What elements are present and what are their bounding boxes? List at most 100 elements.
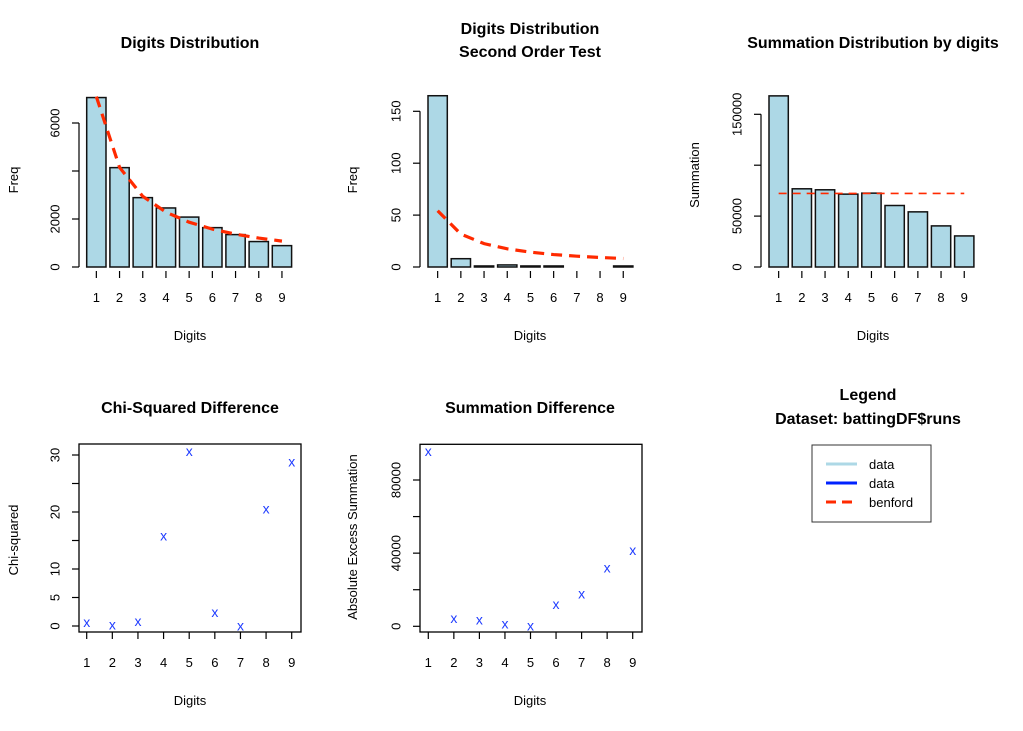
y-axis-label: Summation bbox=[687, 142, 702, 208]
data-point-digit-8: x bbox=[604, 559, 611, 575]
x-tick-label: 9 bbox=[278, 290, 285, 305]
data-point-digit-7: x bbox=[578, 585, 585, 601]
x-tick-label: 2 bbox=[798, 290, 805, 305]
data-point-digit-5: x bbox=[527, 617, 534, 633]
bar-digit-6 bbox=[201, 226, 223, 268]
x-tick-label: 6 bbox=[209, 290, 216, 305]
y-tick-label: 20 bbox=[48, 505, 63, 519]
bar-digit-1 bbox=[427, 94, 449, 268]
bar-digit-4 bbox=[496, 264, 518, 268]
x-tick-label: 8 bbox=[596, 290, 603, 305]
y-tick-label: 10 bbox=[48, 562, 63, 576]
panel-summation-difference: Summation Difference Digits Absolute Exc… bbox=[345, 400, 643, 708]
chart-title: Digits Distribution bbox=[121, 35, 260, 52]
x-tick-label: 7 bbox=[237, 655, 244, 670]
x-tick-label: 3 bbox=[821, 290, 828, 305]
x-tick-label: 3 bbox=[134, 655, 141, 670]
bar-digit-9 bbox=[271, 244, 293, 268]
plot-area: 0 50 100 150 1 2 3 4 5 6 7 8 9 bbox=[389, 94, 634, 305]
legend-panel: Legend Dataset: battingDF$runs data data… bbox=[775, 387, 961, 523]
x-tick-label: 7 bbox=[914, 290, 921, 305]
plot-frame bbox=[78, 443, 302, 633]
x-axis-label: Digits bbox=[514, 693, 547, 708]
x-tick-label: 1 bbox=[93, 290, 100, 305]
benford-line bbox=[94, 96, 283, 243]
panel-summation-distribution: Summation Distribution by digits Digits … bbox=[687, 35, 999, 343]
y-tick-label: 6000 bbox=[48, 109, 63, 138]
x-tick-label: 1 bbox=[775, 290, 782, 305]
bar-digit-3 bbox=[132, 196, 154, 268]
y-axis-label: Absolute Excess Summation bbox=[345, 454, 360, 619]
y-tick-label: 30 bbox=[48, 448, 63, 462]
chart-title: Summation Distribution by digits bbox=[747, 35, 999, 52]
bar-digit-2 bbox=[791, 188, 813, 268]
plot-area: 0 2000 6000 1 2 3 4 5 6 7 8 9 bbox=[48, 96, 293, 305]
x-tick-label: 6 bbox=[891, 290, 898, 305]
bar-digit-9 bbox=[953, 235, 975, 268]
y-axis-label: Freq bbox=[6, 167, 21, 194]
x-tick-label: 3 bbox=[139, 290, 146, 305]
x-tick-label: 6 bbox=[550, 290, 557, 305]
bar-digit-1 bbox=[85, 96, 107, 268]
x-tick-label: 4 bbox=[845, 290, 852, 305]
bar-digit-7 bbox=[907, 211, 929, 268]
chart-title: Summation Difference bbox=[445, 400, 615, 417]
bar-digit-9 bbox=[612, 265, 634, 268]
x-axis-label: Digits bbox=[174, 328, 207, 343]
y-tick-label: 50000 bbox=[730, 198, 745, 234]
data-point-digit-5: x bbox=[186, 443, 193, 459]
bar-digit-6 bbox=[543, 265, 565, 268]
data-point-digit-4: x bbox=[501, 615, 508, 631]
x-tick-label: 9 bbox=[288, 655, 295, 670]
x-tick-label: 4 bbox=[160, 655, 167, 670]
data-point-digit-3: x bbox=[476, 611, 483, 627]
y-tick-label: 0 bbox=[389, 623, 404, 630]
bar-digit-2 bbox=[109, 166, 130, 268]
x-tick-label: 6 bbox=[211, 655, 218, 670]
y-tick-label: 150000 bbox=[730, 93, 745, 136]
y-tick-label: 2000 bbox=[48, 205, 63, 234]
data-point-digit-9: x bbox=[288, 453, 295, 469]
bar-digit-5 bbox=[520, 265, 541, 268]
y-axis-label: Chi-squared bbox=[6, 505, 21, 576]
y-tick-label: 80000 bbox=[389, 462, 404, 498]
bar-digit-1 bbox=[768, 95, 790, 268]
x-tick-label: 3 bbox=[476, 655, 483, 670]
bar-digit-3 bbox=[814, 189, 836, 268]
bar-digit-2 bbox=[450, 257, 472, 268]
panel-chi-squared-difference: Chi-Squared Difference Digits Chi-square… bbox=[6, 400, 302, 708]
y-tick-label: 0 bbox=[48, 263, 63, 270]
data-point-digit-2: x bbox=[450, 610, 457, 626]
data-point-digit-8: x bbox=[263, 501, 270, 517]
data-point-digit-9: x bbox=[629, 542, 636, 558]
data-point-digit-1: x bbox=[425, 443, 432, 459]
x-tick-label: 4 bbox=[504, 290, 511, 305]
x-tick-label: 1 bbox=[425, 655, 432, 670]
y-tick-label: 100 bbox=[389, 152, 404, 174]
x-tick-label: 2 bbox=[450, 655, 457, 670]
x-tick-label: 3 bbox=[480, 290, 487, 305]
x-tick-label: 8 bbox=[937, 290, 944, 305]
plot-area: 0 5 10 20 30 1 2 3 4 5 6 7 8 9 x x x x x x x x x bbox=[48, 443, 302, 670]
x-tick-label: 8 bbox=[604, 655, 611, 670]
x-tick-label: 4 bbox=[162, 290, 169, 305]
benford-line bbox=[436, 209, 624, 261]
bar-digit-5 bbox=[861, 192, 882, 268]
panel-second-order-test: Digits Distribution Second Order Test Di… bbox=[345, 21, 634, 343]
y-tick-label: 5 bbox=[48, 594, 63, 601]
data-point-digit-1: x bbox=[83, 614, 90, 630]
x-axis-label: Digits bbox=[857, 328, 890, 343]
x-tick-label: 4 bbox=[501, 655, 508, 670]
data-point-digit-6: x bbox=[211, 604, 218, 620]
legend-title: Legend bbox=[840, 387, 897, 404]
panel-digits-distribution: Digits Distribution Digits Freq 0 2000 600… bbox=[6, 35, 293, 343]
x-axis-label: Digits bbox=[514, 328, 547, 343]
chart-title-line-2: Second Order Test bbox=[459, 44, 602, 61]
legend-label-data-light: data bbox=[869, 457, 895, 472]
bar-digit-8 bbox=[930, 225, 952, 268]
data-point-digit-7: x bbox=[237, 617, 244, 633]
x-tick-label: 2 bbox=[457, 290, 464, 305]
x-tick-label: 8 bbox=[255, 290, 262, 305]
bar-digit-5 bbox=[178, 216, 200, 268]
bar-digit-7 bbox=[225, 233, 246, 268]
